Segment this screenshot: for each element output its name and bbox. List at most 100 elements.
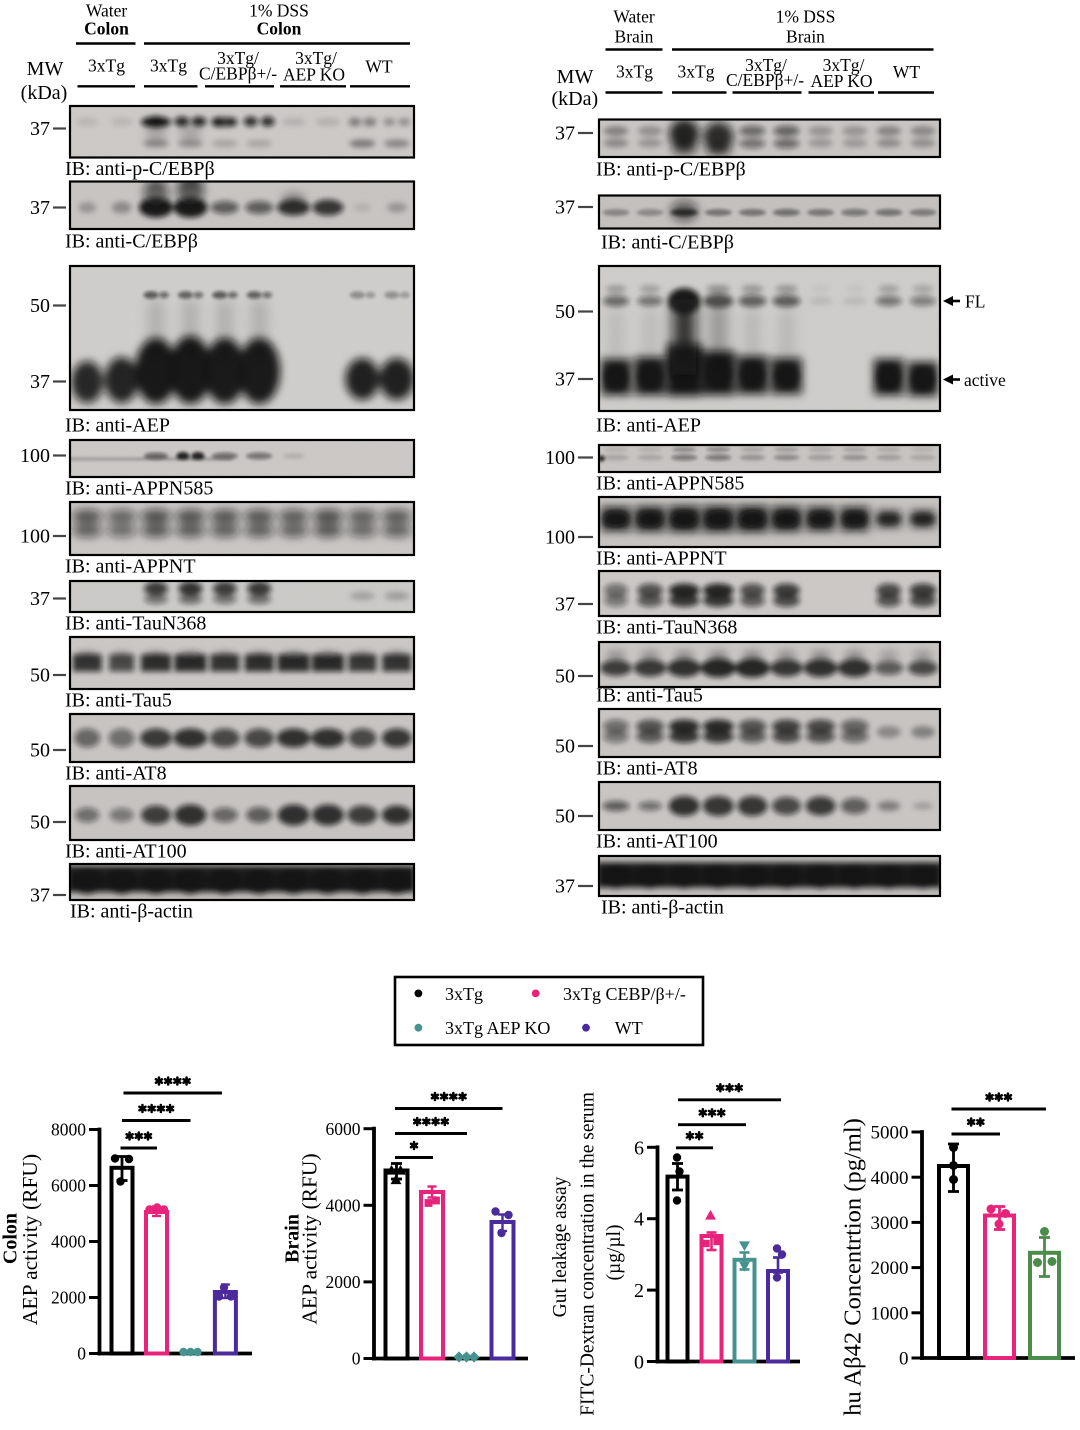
svg-text:37: 37 bbox=[30, 118, 50, 140]
svg-text:50: 50 bbox=[555, 666, 575, 688]
svg-text:2000: 2000 bbox=[871, 1258, 909, 1279]
svg-text:IB: anti-APPN585: IB: anti-APPN585 bbox=[596, 473, 744, 495]
svg-text:3xTg: 3xTg bbox=[678, 62, 715, 82]
svg-text:37: 37 bbox=[555, 594, 575, 616]
svg-text:3xTg: 3xTg bbox=[616, 62, 653, 82]
svg-text:6000: 6000 bbox=[326, 1119, 361, 1139]
svg-text:IB: anti-AT100: IB: anti-AT100 bbox=[65, 841, 187, 863]
svg-text:1% DSS: 1% DSS bbox=[776, 7, 836, 27]
svg-text:0: 0 bbox=[352, 1349, 361, 1369]
svg-text:Colon: Colon bbox=[257, 19, 302, 39]
svg-text:Gut leakage assay: Gut leakage assay bbox=[550, 1176, 571, 1317]
svg-text:50: 50 bbox=[30, 740, 50, 762]
svg-text:FL: FL bbox=[965, 292, 985, 312]
svg-text:50: 50 bbox=[30, 295, 50, 317]
svg-text:3xTg/: 3xTg/ bbox=[745, 55, 787, 75]
svg-text:(kDa): (kDa) bbox=[21, 82, 68, 104]
svg-text:100: 100 bbox=[20, 445, 50, 467]
svg-text:IB: anti-APPNT: IB: anti-APPNT bbox=[596, 548, 727, 570]
svg-text:hu Aβ42 Concentrtion (pg/ml): hu Aβ42 Concentrtion (pg/ml) bbox=[840, 1118, 867, 1416]
svg-text:37: 37 bbox=[30, 371, 50, 393]
svg-text:Brain: Brain bbox=[786, 27, 825, 47]
svg-text:100: 100 bbox=[545, 447, 575, 469]
svg-text:IB: anti-AEP: IB: anti-AEP bbox=[65, 415, 170, 437]
svg-text:IB: anti-p-C/EBPβ: IB: anti-p-C/EBPβ bbox=[65, 158, 215, 180]
svg-text:(kDa): (kDa) bbox=[551, 88, 598, 110]
svg-text:4000: 4000 bbox=[51, 1232, 86, 1252]
svg-text:IB: anti-β-actin: IB: anti-β-actin bbox=[70, 901, 193, 923]
svg-text:IB: anti-C/EBPβ: IB: anti-C/EBPβ bbox=[65, 231, 198, 253]
svg-text:IB: anti-AEP: IB: anti-AEP bbox=[596, 415, 701, 437]
svg-text:4000: 4000 bbox=[871, 1168, 909, 1189]
svg-text:FITC-Dextran concentration in: FITC-Dextran concentration in the serum bbox=[577, 1092, 598, 1416]
svg-text:100: 100 bbox=[545, 527, 575, 549]
svg-text:50: 50 bbox=[30, 812, 50, 834]
svg-text:50: 50 bbox=[30, 665, 50, 687]
svg-text:100: 100 bbox=[20, 526, 50, 548]
svg-text:2000: 2000 bbox=[326, 1272, 361, 1292]
svg-text:3xTg CEBP/β+/-: 3xTg CEBP/β+/- bbox=[563, 984, 686, 1004]
svg-text:5000: 5000 bbox=[871, 1123, 909, 1144]
svg-text:(µg/µl): (µg/µl) bbox=[604, 1224, 625, 1280]
svg-text:2: 2 bbox=[634, 1280, 644, 1302]
svg-text:4: 4 bbox=[634, 1209, 644, 1231]
svg-text:Water: Water bbox=[613, 7, 655, 27]
svg-text:Brain: Brain bbox=[282, 1214, 304, 1263]
svg-text:4000: 4000 bbox=[326, 1195, 361, 1215]
svg-text:6: 6 bbox=[634, 1137, 644, 1159]
svg-text:3xTg/: 3xTg/ bbox=[295, 48, 337, 68]
svg-text:IB: anti-TauN368: IB: anti-TauN368 bbox=[65, 613, 206, 635]
svg-text:3xTg AEP KO: 3xTg AEP KO bbox=[445, 1018, 550, 1038]
svg-text:AEP activity (RFU): AEP activity (RFU) bbox=[297, 1153, 321, 1324]
svg-text:IB: anti-Tau5: IB: anti-Tau5 bbox=[596, 685, 703, 707]
svg-text:0: 0 bbox=[634, 1352, 644, 1374]
svg-text:37: 37 bbox=[30, 197, 50, 219]
svg-text:37: 37 bbox=[555, 369, 575, 391]
svg-text:C/EBPβ+/-: C/EBPβ+/- bbox=[199, 64, 277, 84]
svg-text:IB: anti-APPNT: IB: anti-APPNT bbox=[65, 556, 196, 578]
svg-text:3xTg: 3xTg bbox=[150, 56, 187, 76]
svg-text:active: active bbox=[964, 370, 1006, 390]
svg-text:IB: anti-p-C/EBPβ: IB: anti-p-C/EBPβ bbox=[596, 159, 746, 181]
svg-text:3xTg: 3xTg bbox=[445, 984, 483, 1004]
svg-text:WT: WT bbox=[893, 62, 921, 82]
svg-text:3xTg/: 3xTg/ bbox=[217, 48, 259, 68]
svg-text:Brain: Brain bbox=[615, 27, 654, 47]
svg-text:IB: anti-C/EBPβ: IB: anti-C/EBPβ bbox=[601, 232, 734, 254]
svg-text:37: 37 bbox=[30, 588, 50, 610]
svg-text:6000: 6000 bbox=[51, 1176, 86, 1196]
svg-text:AEP KO: AEP KO bbox=[283, 65, 345, 85]
svg-text:50: 50 bbox=[555, 736, 575, 758]
svg-text:IB: anti-Tau5: IB: anti-Tau5 bbox=[65, 690, 172, 712]
svg-text:MW: MW bbox=[557, 66, 594, 88]
svg-text:1000: 1000 bbox=[871, 1304, 909, 1325]
svg-text:AEP activity (RFU): AEP activity (RFU) bbox=[18, 1154, 42, 1325]
svg-text:WT: WT bbox=[365, 57, 393, 77]
svg-text:IB: anti-AT8: IB: anti-AT8 bbox=[65, 763, 167, 785]
svg-text:WT: WT bbox=[615, 1018, 643, 1038]
svg-text:37: 37 bbox=[555, 123, 575, 145]
svg-text:37: 37 bbox=[555, 197, 575, 219]
svg-text:0: 0 bbox=[77, 1344, 86, 1364]
svg-text:3xTg: 3xTg bbox=[88, 56, 125, 76]
svg-text:Water: Water bbox=[86, 1, 128, 21]
svg-text:Colon: Colon bbox=[84, 19, 129, 39]
svg-text:37: 37 bbox=[30, 885, 50, 907]
svg-text:8000: 8000 bbox=[51, 1120, 86, 1140]
svg-text:37: 37 bbox=[555, 876, 575, 898]
svg-text:0: 0 bbox=[899, 1349, 909, 1370]
svg-text:2000: 2000 bbox=[51, 1288, 86, 1308]
svg-text:MW: MW bbox=[27, 58, 64, 80]
svg-text:1% DSS: 1% DSS bbox=[249, 1, 309, 21]
svg-text:3000: 3000 bbox=[871, 1213, 909, 1234]
svg-text:IB: anti-β-actin: IB: anti-β-actin bbox=[601, 897, 724, 919]
svg-text:Colon: Colon bbox=[0, 1213, 22, 1264]
svg-text:50: 50 bbox=[555, 806, 575, 828]
svg-text:IB: anti-TauN368: IB: anti-TauN368 bbox=[596, 617, 737, 639]
svg-text:IB: anti-AT8: IB: anti-AT8 bbox=[596, 758, 698, 780]
svg-text:3xTg/: 3xTg/ bbox=[823, 55, 865, 75]
svg-text:C/EBPβ+/-: C/EBPβ+/- bbox=[726, 70, 804, 90]
svg-text:IB: anti-APPN585: IB: anti-APPN585 bbox=[65, 478, 213, 500]
svg-text:IB: anti-AT100: IB: anti-AT100 bbox=[596, 831, 718, 853]
svg-text:AEP KO: AEP KO bbox=[810, 71, 872, 91]
